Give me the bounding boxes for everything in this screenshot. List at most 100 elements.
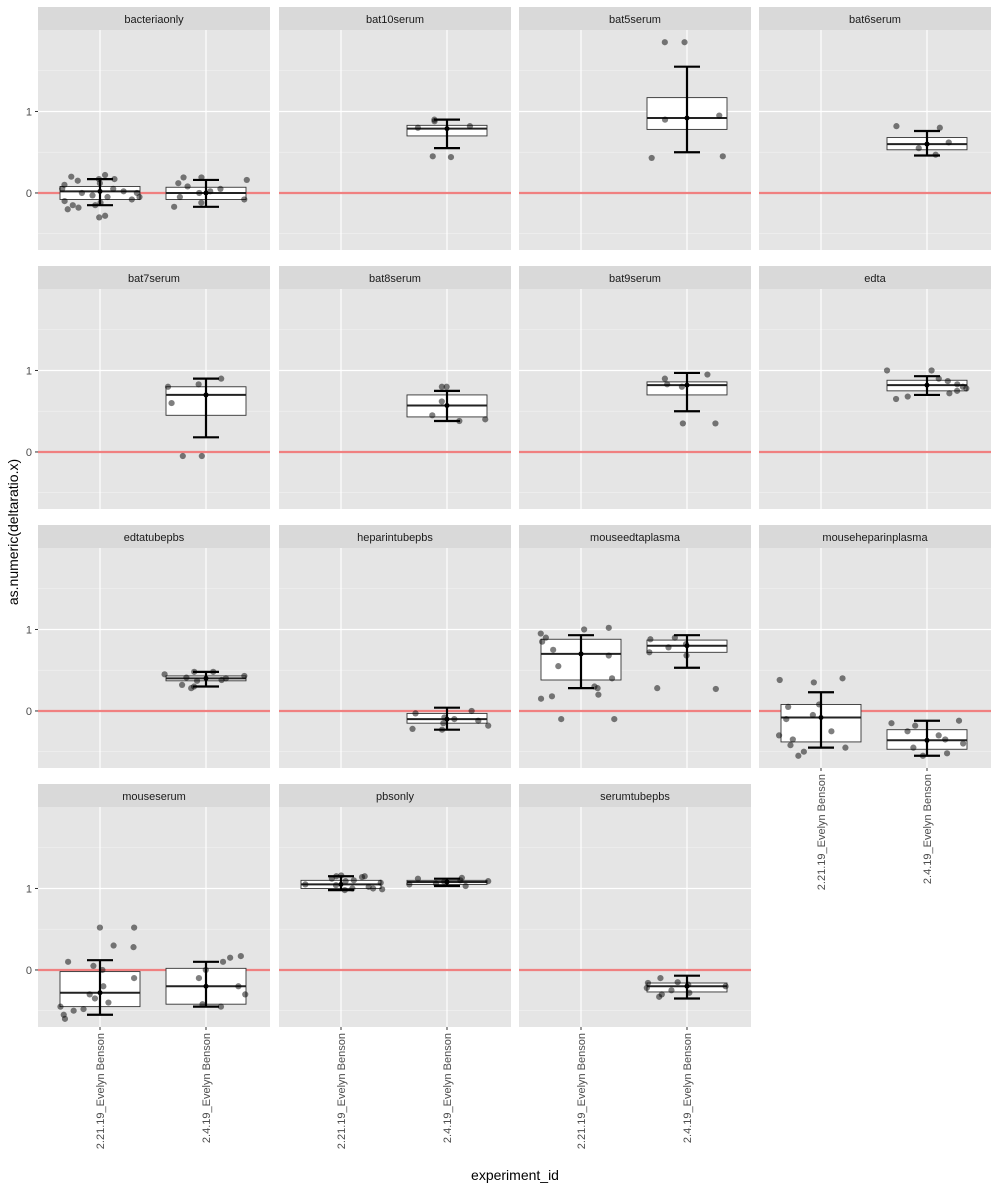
data-point: [468, 707, 475, 715]
box-group: [165, 174, 250, 210]
mean-point: [444, 126, 450, 132]
data-point: [789, 736, 796, 743]
data-point: [548, 693, 556, 700]
data-point: [661, 375, 668, 382]
data-point: [195, 975, 203, 982]
data-point: [910, 744, 917, 751]
data-point: [915, 145, 922, 152]
data-point: [643, 984, 650, 991]
data-point: [466, 123, 474, 130]
data-point: [110, 942, 117, 949]
data-point: [605, 652, 612, 659]
data-point: [605, 624, 612, 631]
data-point: [96, 924, 104, 931]
facet-strip: [279, 784, 511, 807]
facet-panel: bat8serum: [279, 266, 511, 509]
data-point: [350, 877, 357, 884]
data-point: [944, 377, 951, 385]
data-point: [130, 944, 137, 951]
y-tick-label: 1: [26, 106, 32, 118]
data-point: [70, 1007, 77, 1014]
mean-point: [203, 392, 209, 398]
data-point: [785, 703, 792, 710]
data-point: [361, 873, 368, 880]
data-point: [681, 39, 688, 46]
facet-strip: [519, 525, 751, 548]
data-point: [954, 381, 961, 388]
data-point: [558, 716, 565, 723]
data-point: [241, 196, 248, 203]
data-point: [888, 720, 895, 727]
data-point: [131, 924, 138, 931]
data-point: [429, 412, 436, 419]
data-point: [406, 881, 413, 888]
y-tick-label: 0: [26, 188, 32, 200]
facet-strip-label: bacteriaonly: [124, 14, 184, 26]
facet-strip-label: edta: [864, 273, 886, 285]
facet-panel: edta: [759, 266, 991, 509]
data-point: [776, 676, 783, 684]
box-group: [406, 116, 488, 161]
data-point: [198, 452, 205, 460]
data-point: [101, 171, 109, 179]
data-point: [595, 691, 602, 698]
mean-point: [97, 990, 103, 996]
data-point: [719, 153, 726, 160]
data-point: [783, 716, 790, 723]
data-point: [219, 958, 227, 965]
mean-point: [203, 190, 209, 196]
data-point: [945, 139, 952, 146]
facet-panel: serumtubepbs: [519, 784, 751, 1027]
data-point: [217, 1003, 225, 1010]
x-axis-title: experiment_id: [471, 1167, 559, 1183]
data-point: [946, 390, 953, 397]
data-point: [809, 711, 816, 719]
panel-background: [519, 807, 751, 1027]
data-point: [227, 954, 234, 961]
data-point: [661, 116, 669, 123]
box-group: [643, 974, 729, 1000]
x-tick-label: 2.21.19_Evelyn Benson: [336, 1033, 348, 1149]
data-point: [555, 663, 562, 670]
data-point: [828, 728, 835, 735]
data-point: [414, 124, 422, 131]
data-point: [839, 675, 846, 682]
data-point: [928, 367, 935, 374]
data-point: [168, 399, 175, 407]
data-point: [935, 732, 942, 739]
data-point: [429, 153, 436, 160]
y-tick-label: 0: [26, 447, 32, 459]
data-point: [722, 983, 729, 990]
panel-background: [38, 548, 270, 768]
facet-strip-label: serumtubepbs: [600, 791, 670, 803]
data-point: [904, 728, 911, 735]
facet-panel: bat10serum: [279, 7, 511, 250]
data-point: [795, 752, 802, 759]
data-point: [89, 192, 96, 199]
panel-background: [519, 30, 751, 250]
facet-panel: pbsonly: [279, 784, 511, 1027]
facet-strip-label: edtatubepbs: [124, 532, 185, 544]
data-point: [883, 367, 891, 374]
data-point: [704, 371, 711, 378]
mean-point: [684, 983, 690, 989]
panel-background: [279, 807, 511, 1027]
box-group: [59, 171, 143, 221]
mean-point: [684, 115, 690, 121]
data-point: [960, 740, 967, 747]
facet-strip: [279, 525, 511, 548]
facet-strip: [38, 525, 270, 548]
x-tick-label: 2.4.19_Evelyn Benson: [201, 1033, 213, 1143]
data-point: [243, 176, 250, 184]
x-tick-label: 2.4.19_Evelyn Benson: [442, 1033, 454, 1143]
data-point: [661, 39, 668, 46]
data-point: [451, 716, 458, 723]
data-point: [110, 185, 117, 192]
facet-strip-label: bat8serum: [369, 273, 421, 285]
y-tick-label: 0: [26, 965, 32, 977]
data-point: [68, 173, 75, 180]
data-point: [440, 720, 447, 727]
data-point: [102, 212, 109, 219]
facet-strip-label: bat9serum: [609, 273, 661, 285]
